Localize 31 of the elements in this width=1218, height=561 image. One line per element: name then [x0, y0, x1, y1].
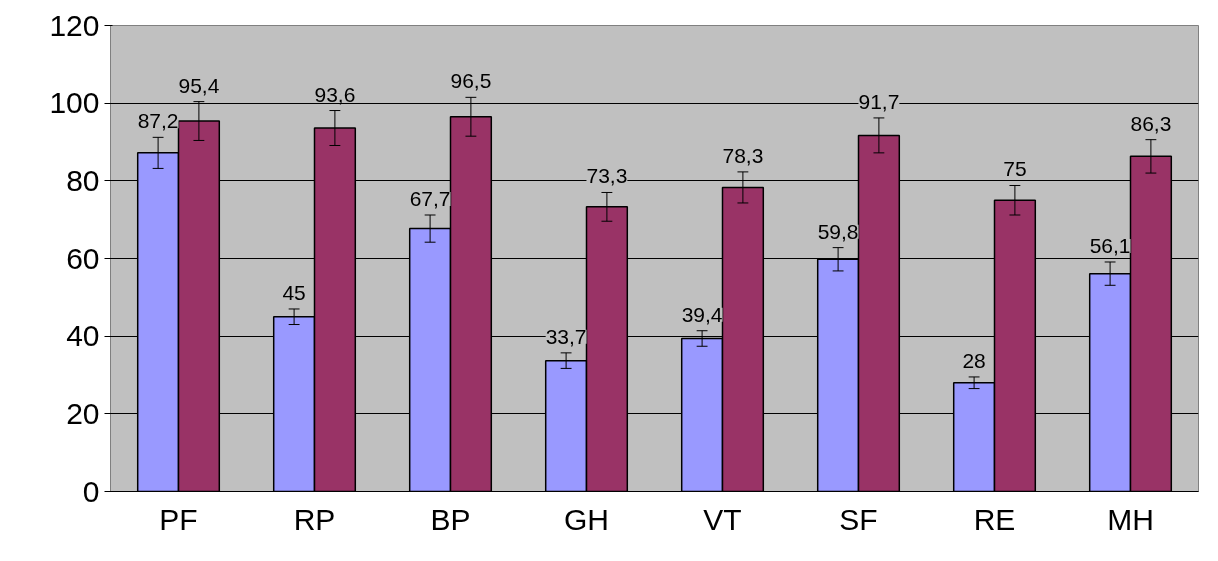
- y-tick-label: 120: [49, 8, 100, 42]
- data-label: 91,7: [858, 89, 900, 113]
- data-label: 56,1: [1089, 233, 1131, 257]
- x-tick-label: RE: [973, 502, 1016, 536]
- data-label: 45: [282, 280, 306, 304]
- data-label: 86,3: [1130, 111, 1172, 135]
- y-tick-label: 100: [49, 86, 100, 120]
- x-tick-label: PF: [159, 502, 198, 536]
- data-label: 75: [1003, 157, 1027, 181]
- x-tick-label: MH: [1107, 502, 1154, 536]
- data-label: 95,4: [178, 73, 220, 97]
- data-label: 28: [962, 348, 986, 372]
- data-label: 87,2: [137, 109, 179, 133]
- data-label: 67,7: [409, 187, 451, 211]
- y-tick-label: 60: [66, 241, 100, 275]
- x-tick-label: VT: [703, 502, 742, 536]
- data-label: 78,3: [722, 143, 764, 167]
- y-tick-label: 0: [82, 474, 100, 508]
- data-label: 39,4: [681, 302, 723, 326]
- y-tick-label: 40: [66, 319, 100, 353]
- y-tick-label: 80: [66, 163, 100, 197]
- x-tick-label: GH: [564, 502, 609, 536]
- y-tick-label: 20: [66, 396, 100, 430]
- data-label: 73,3: [586, 164, 628, 188]
- data-label: 33,7: [545, 324, 587, 348]
- data-label: 96,5: [450, 69, 492, 93]
- x-tick-label: RP: [293, 502, 336, 536]
- data-label: 59,8: [817, 219, 859, 243]
- x-tick-label: BP: [430, 502, 471, 536]
- data-label: 93,6: [314, 82, 356, 106]
- x-tick-label: SF: [839, 502, 878, 536]
